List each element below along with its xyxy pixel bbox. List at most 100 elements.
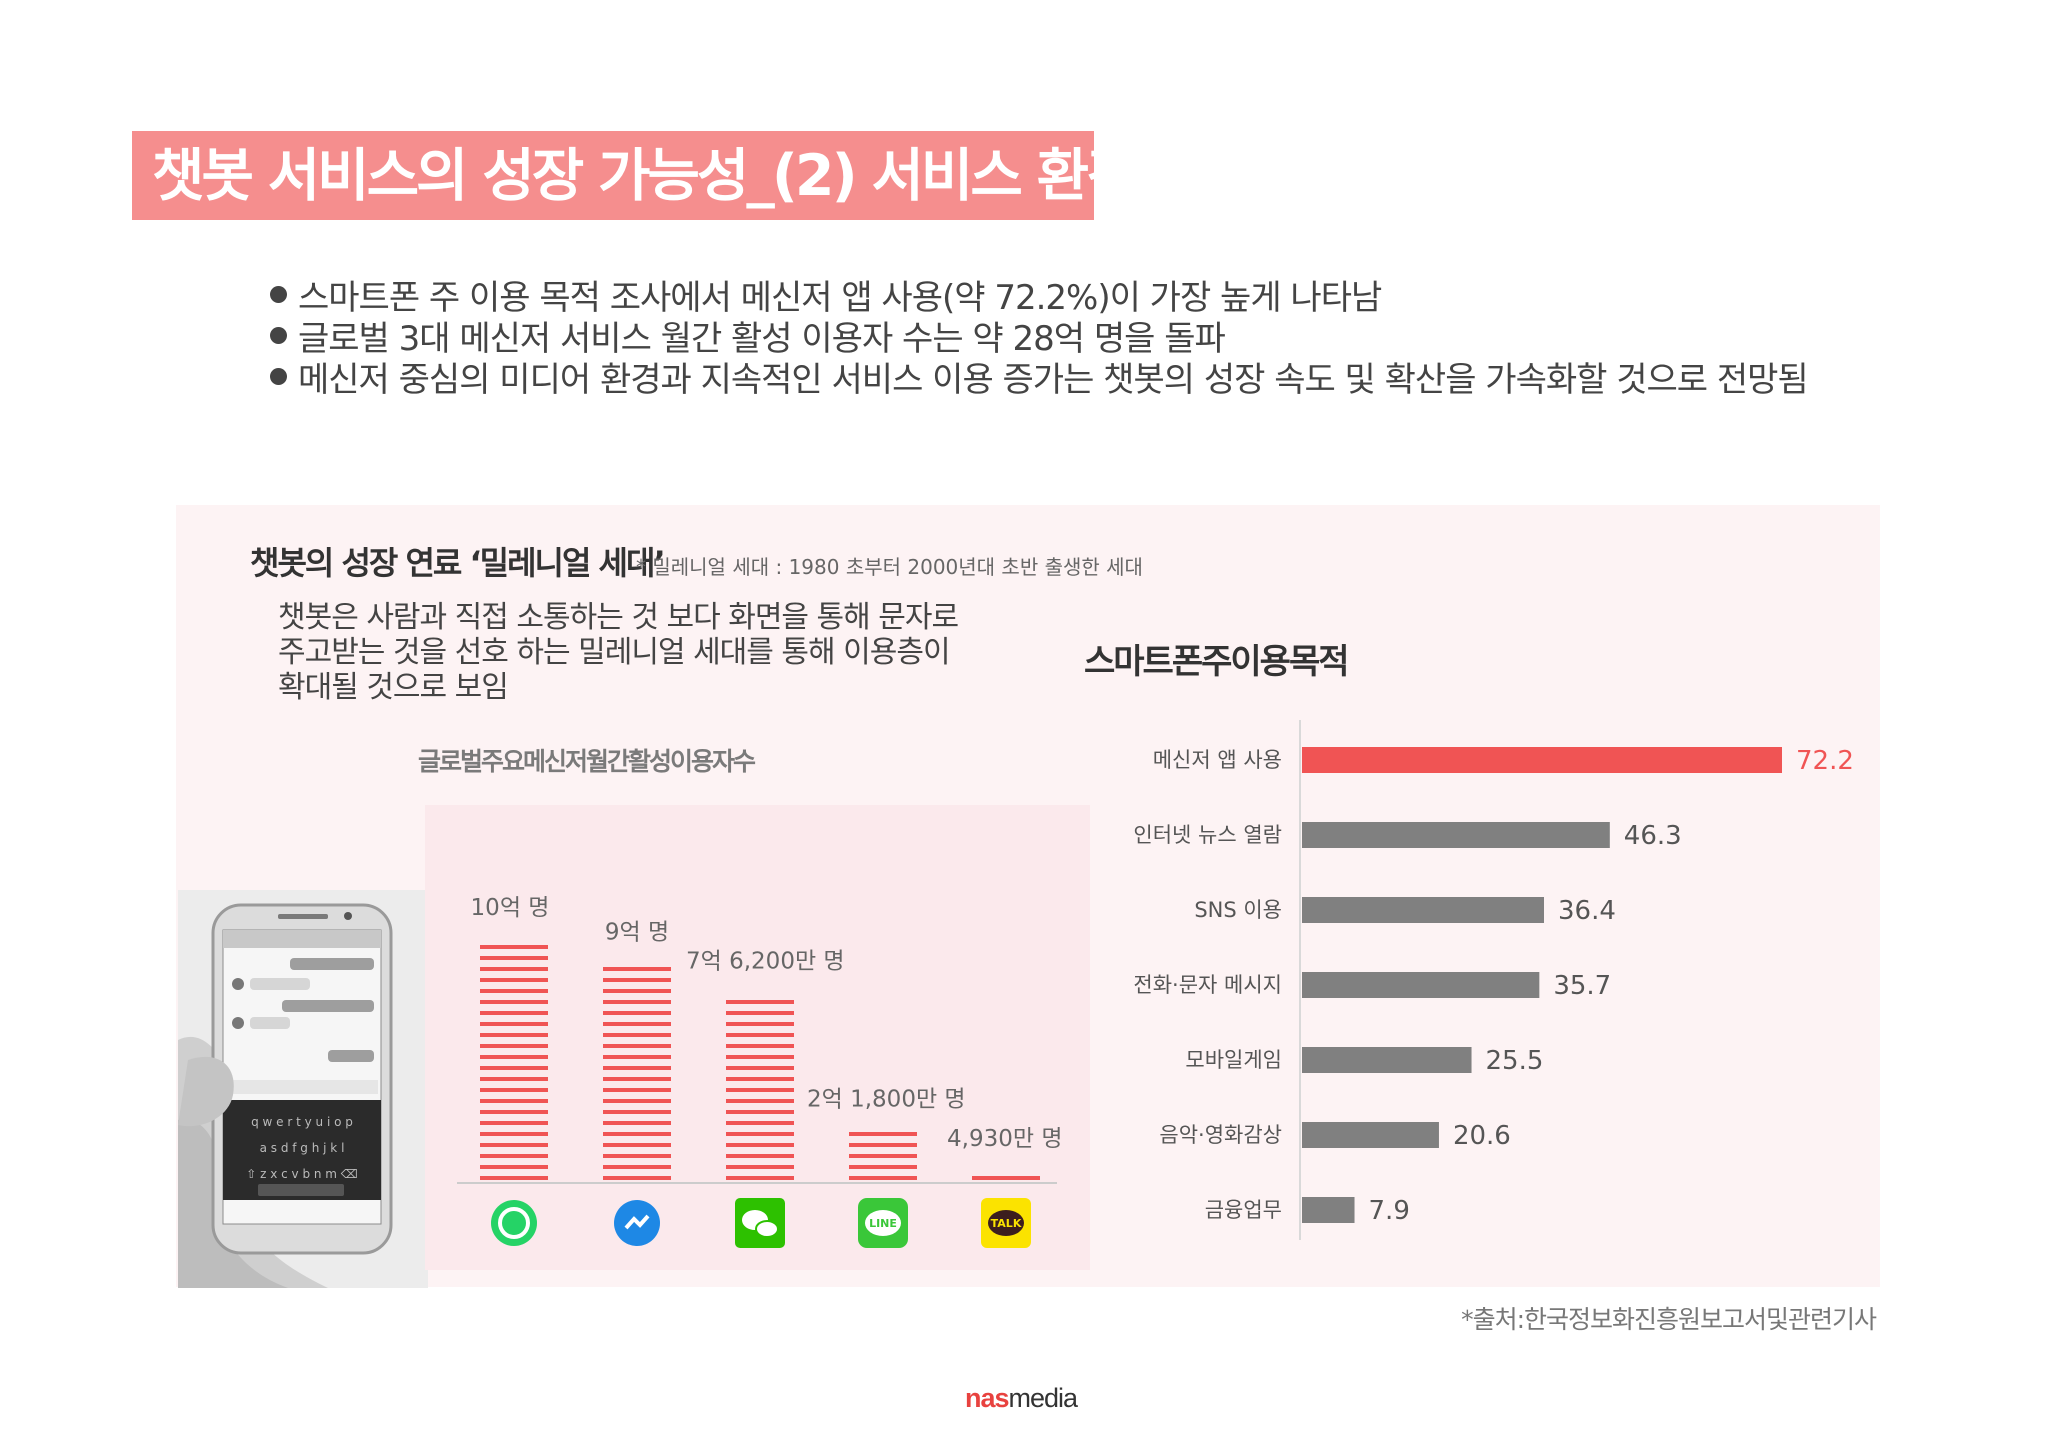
bar-data-label: 9억 명: [605, 920, 669, 946]
bar-stripe: [849, 1165, 917, 1169]
kakaotalk-icon: TALK: [981, 1198, 1031, 1248]
bar-stripe: [726, 1154, 794, 1158]
value-label: 36.4: [1558, 896, 1616, 926]
bar-stripe: [603, 1121, 671, 1125]
bar-stripe: [480, 1044, 548, 1048]
category-label: 인터넷 뉴스 열람: [1133, 823, 1282, 847]
bar-stripe: [726, 1143, 794, 1147]
bar-line: [849, 1132, 917, 1180]
category-label: 음악·영화감상: [1159, 1123, 1282, 1147]
bar-stripe: [726, 1077, 794, 1081]
bar-stripe: [603, 1132, 671, 1136]
bar-stripe: [726, 1132, 794, 1136]
usage-bar: [1302, 1122, 1439, 1148]
bar-stripe: [726, 1088, 794, 1092]
bar-stripe: [480, 1165, 548, 1169]
smartphone-chart-title: 스마트폰주이용목적: [1084, 642, 1350, 682]
bar-stripe: [480, 1088, 548, 1092]
bar-whatsapp: [480, 945, 548, 1180]
usage-row: 인터넷 뉴스 열람 46.3: [1133, 821, 1681, 851]
panel-footnote: * 밀레니얼 세대 : 1980 초부터 2000년대 초반 출생한 세대: [636, 555, 1143, 579]
bar-stripe: [480, 967, 548, 971]
bar-stripe: [480, 1176, 548, 1180]
smartphone-usage-chart: 메신저 앱 사용 72.2 인터넷 뉴스 열람 46.3 SNS 이용 36.4 전화·문자…: [1133, 720, 1854, 1240]
bar-stripe: [603, 967, 671, 971]
bar-stripe: [480, 956, 548, 960]
usage-row: 음악·영화감상 20.6: [1159, 1121, 1510, 1151]
bar-data-label: 10억 명: [471, 895, 550, 921]
category-label: 금융업무: [1205, 1198, 1282, 1222]
bar-stripe: [603, 1000, 671, 1004]
value-label: 72.2: [1796, 746, 1854, 776]
bar-stripe: [849, 1132, 917, 1136]
bar-data-label: 4,930만 명: [947, 1126, 1062, 1152]
usage-row: 메신저 앱 사용 72.2: [1153, 746, 1854, 776]
bullet-text: 글로벌 3대 메신저 서비스 월간 활성 이용자 수는 약 28억 명을 돌파: [298, 319, 1226, 359]
bar-stripe: [726, 1110, 794, 1114]
bar-stripe: [726, 1165, 794, 1169]
bar-stripe: [603, 1176, 671, 1180]
bar-stripe: [603, 1011, 671, 1015]
description-line: 챗봇은 사람과 직접 소통하는 것 보다 화면을 통해 문자로: [278, 600, 959, 635]
bar-stripe: [972, 1176, 1040, 1180]
usage-bar: [1302, 747, 1782, 773]
line-icon: LINE: [858, 1198, 908, 1248]
usage-bar: [1302, 1047, 1472, 1073]
messenger-icon: [614, 1200, 660, 1246]
bar-stripe: [603, 1022, 671, 1026]
bar-stripe: [480, 1154, 548, 1158]
bar-stripe: [480, 1121, 548, 1125]
bar-stripe: [480, 1022, 548, 1026]
title-background: [132, 131, 1094, 220]
bullet-item: 글로벌 3대 메신저 서비스 월간 활성 이용자 수는 약 28억 명을 돌파: [270, 315, 1808, 359]
usage-row: 금융업무 7.9: [1205, 1196, 1410, 1226]
bullet-dot-icon: [270, 368, 287, 385]
logo-part-nas: nas: [965, 1383, 1010, 1413]
panel-description: 챗봇은 사람과 직접 소통하는 것 보다 화면을 통해 문자로 주고받는 것을 …: [278, 600, 959, 705]
category-label: 메신저 앱 사용: [1153, 748, 1282, 772]
bullet-item: 스마트폰 주 이용 목적 조사에서 메신저 앱 사용(약 72.2%)이 가장 …: [270, 274, 1808, 318]
bar-stripe: [603, 1110, 671, 1114]
category-label: 전화·문자 메시지: [1133, 973, 1282, 997]
bar-stripe: [726, 1055, 794, 1059]
bar-stripe: [603, 1165, 671, 1169]
bar-messenger: [603, 967, 671, 1180]
bar-stripe: [603, 1088, 671, 1092]
bar-data-label: 7억 6,200만 명: [686, 948, 845, 974]
bar-stripe: [726, 1099, 794, 1103]
bar-stripe: [480, 989, 548, 993]
usage-row: 전화·문자 메시지 35.7: [1133, 971, 1611, 1001]
wechat-icon: [735, 1198, 785, 1248]
usage-row: 모바일게임 25.5: [1185, 1046, 1543, 1076]
usage-bar: [1302, 822, 1610, 848]
bar-stripe: [480, 1143, 548, 1147]
bar-stripe: [603, 989, 671, 993]
bar-stripe: [726, 1033, 794, 1037]
bar-stripe: [726, 1022, 794, 1026]
messenger-chart-title: 글로벌주요메신저월간활성이용자수: [418, 747, 756, 776]
keyboard-row: a s d f g h j k l: [260, 1141, 345, 1155]
smartphone-hand-image: q w e r t y u i o p a s d f g h j k l ⇧ …: [178, 890, 428, 1288]
whatsapp-icon: [491, 1200, 537, 1246]
bar-stripe: [480, 978, 548, 982]
bar-stripe: [480, 1132, 548, 1136]
summary-bullets: 스마트폰 주 이용 목적 조사에서 메신저 앱 사용(약 72.2%)이 가장 …: [270, 274, 1809, 400]
bar-stripe: [726, 1044, 794, 1048]
bar-stripe: [603, 978, 671, 982]
keyboard-row: q w e r t y u i o p: [251, 1115, 353, 1129]
bar-stripe: [849, 1143, 917, 1147]
chart-background: [425, 805, 1090, 1270]
nasmedia-logo: nasmedia: [965, 1381, 1079, 1415]
bar-stripe: [603, 1033, 671, 1037]
usage-bar: [1302, 897, 1544, 923]
panel-heading: 챗봇의 성장 연료 ‘밀레니얼 세대’: [250, 544, 666, 582]
source-note: *출처:한국정보화진흥원보고서및관련기사: [1461, 1305, 1877, 1334]
bullet-item: 메신저 중심의 미디어 환경과 지속적인 서비스 이용 증가는 챗봇의 성장 속…: [270, 356, 1809, 400]
bar-stripe: [480, 1077, 548, 1081]
bar-stripe: [726, 1011, 794, 1015]
logo-part-media: media: [1008, 1383, 1079, 1413]
category-label: SNS 이용: [1194, 898, 1282, 922]
bar-stripe: [603, 1055, 671, 1059]
bar-stripe: [603, 1066, 671, 1070]
description-line: 확대될 것으로 보임: [278, 670, 509, 705]
